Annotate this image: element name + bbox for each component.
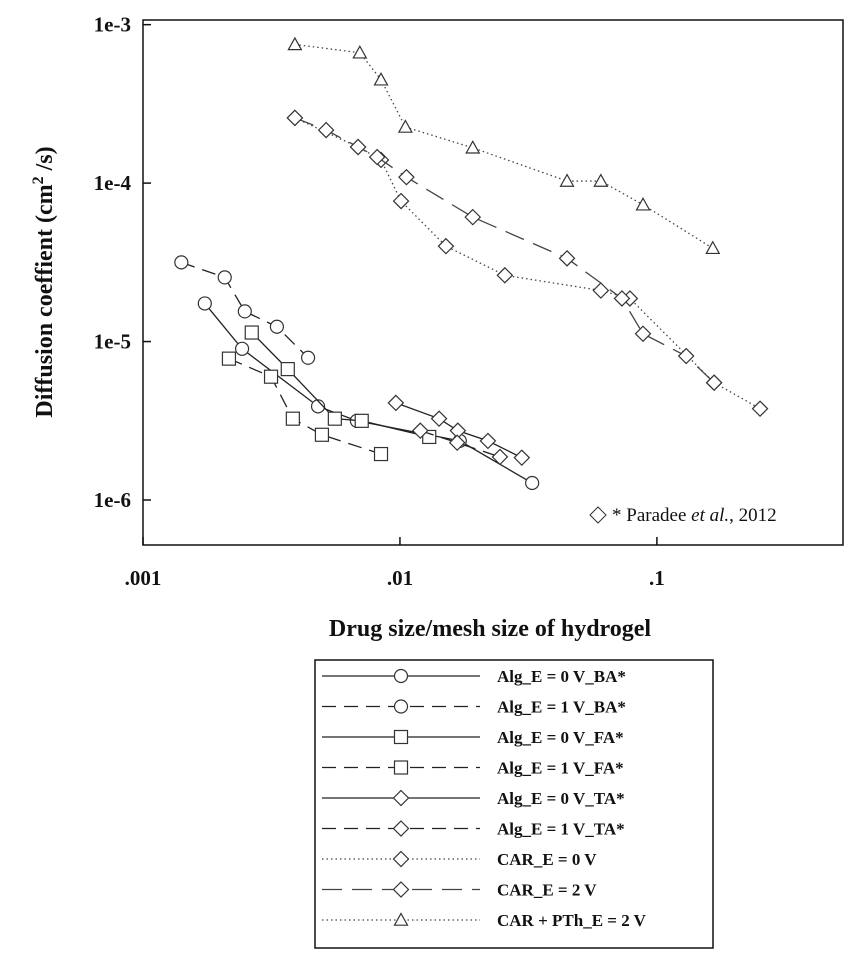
data-point — [269, 319, 285, 334]
x-tick-label: .001 — [125, 566, 162, 590]
data-point — [705, 374, 723, 392]
data-point — [411, 422, 429, 439]
data-point — [635, 197, 651, 211]
legend-marker — [393, 729, 409, 745]
legend-marker — [392, 820, 410, 837]
legend-marker — [392, 881, 410, 898]
data-point — [677, 347, 695, 365]
data-point — [317, 121, 335, 139]
data-point — [448, 434, 466, 452]
data-point — [352, 44, 368, 59]
data-point — [349, 138, 367, 156]
data-point — [558, 250, 576, 267]
legend-box — [314, 659, 714, 949]
data-point — [593, 173, 609, 187]
x-tick-label: .1 — [649, 566, 665, 590]
annotation-symbol — [589, 506, 607, 524]
plot-frame — [142, 19, 844, 546]
data-point — [280, 362, 295, 377]
legend-label: Alg_E = 1 V_BA* — [497, 698, 626, 717]
data-point — [234, 341, 250, 356]
data-point — [397, 119, 413, 133]
data-point — [398, 168, 415, 186]
data-point — [592, 282, 610, 299]
data-point — [354, 413, 369, 428]
data-point — [327, 411, 342, 426]
legend-label: CAR + PTh_E = 2 V — [497, 911, 647, 930]
data-point — [465, 140, 481, 154]
data-point — [491, 448, 509, 466]
data-point — [300, 350, 316, 365]
legend-marker — [393, 760, 409, 775]
series-line — [420, 430, 501, 458]
legend-label: Alg_E = 0 V_BA* — [497, 667, 626, 686]
series-line — [228, 358, 382, 455]
annotation-italic: et al. — [691, 505, 729, 526]
data-point — [613, 290, 631, 307]
data-point — [197, 296, 212, 311]
x-tick-label: .01 — [387, 566, 413, 590]
y-label-sup: 2 — [30, 176, 47, 184]
y-label-text: Diffusion coeffient (cm — [32, 184, 58, 417]
y-axis-label: Diffusion coeffient (cm2 /s) — [30, 146, 58, 417]
data-point — [237, 304, 252, 319]
data-point — [437, 237, 455, 255]
legend-marker — [393, 912, 409, 926]
data-point — [263, 369, 279, 384]
x-axis-label: Drug size/mesh size of hydrogel — [329, 616, 652, 642]
legend-label: Alg_E = 1 V_TA* — [497, 820, 625, 839]
legend-marker — [393, 668, 409, 684]
data-point — [285, 411, 300, 426]
data-point — [525, 475, 540, 491]
legend-label: Alg_E = 1 V_FA* — [497, 759, 624, 778]
legend-marker — [392, 850, 410, 868]
data-point — [559, 173, 575, 187]
data-point — [422, 429, 437, 445]
series-line — [294, 117, 715, 384]
annotation: * Paradee et al., 2012 — [612, 505, 777, 526]
legend-label: CAR_E = 0 V — [497, 850, 597, 869]
data-point — [314, 427, 330, 442]
legend-label: Alg_E = 0 V_TA* — [497, 789, 625, 808]
data-point — [513, 449, 531, 467]
annotation-prefix: * Paradee — [612, 505, 691, 526]
series-line — [294, 117, 761, 410]
data-point — [751, 400, 769, 418]
data-point — [479, 432, 497, 450]
data-point — [496, 266, 514, 284]
legend-marker — [393, 699, 409, 714]
data-point — [430, 410, 448, 428]
data-point — [310, 399, 326, 414]
annotation-suffix: , 2012 — [729, 505, 777, 526]
data-point — [705, 240, 721, 255]
data-point — [464, 208, 482, 226]
y-tick-label: 1e-5 — [94, 330, 131, 354]
data-point — [373, 446, 389, 462]
data-point — [634, 325, 652, 343]
data-point — [286, 109, 304, 127]
y-label-end: /s) — [32, 146, 58, 176]
y-tick-label: 1e-6 — [94, 488, 131, 512]
data-point — [221, 351, 237, 366]
data-point — [387, 394, 405, 412]
data-point — [287, 36, 303, 51]
data-point — [392, 192, 410, 210]
data-point — [373, 72, 389, 86]
legend-label: Alg_E = 0 V_FA* — [497, 728, 624, 747]
series-line — [181, 261, 309, 359]
y-tick-label: 1e-3 — [94, 13, 131, 37]
data-point — [244, 325, 259, 340]
data-point — [368, 148, 386, 166]
legend-label: CAR_E = 2 V — [497, 881, 597, 900]
legend-marker — [392, 789, 410, 807]
data-point — [174, 255, 189, 270]
y-tick-label: 1e-4 — [94, 171, 132, 195]
series-line — [294, 43, 714, 249]
data-point — [217, 270, 232, 285]
